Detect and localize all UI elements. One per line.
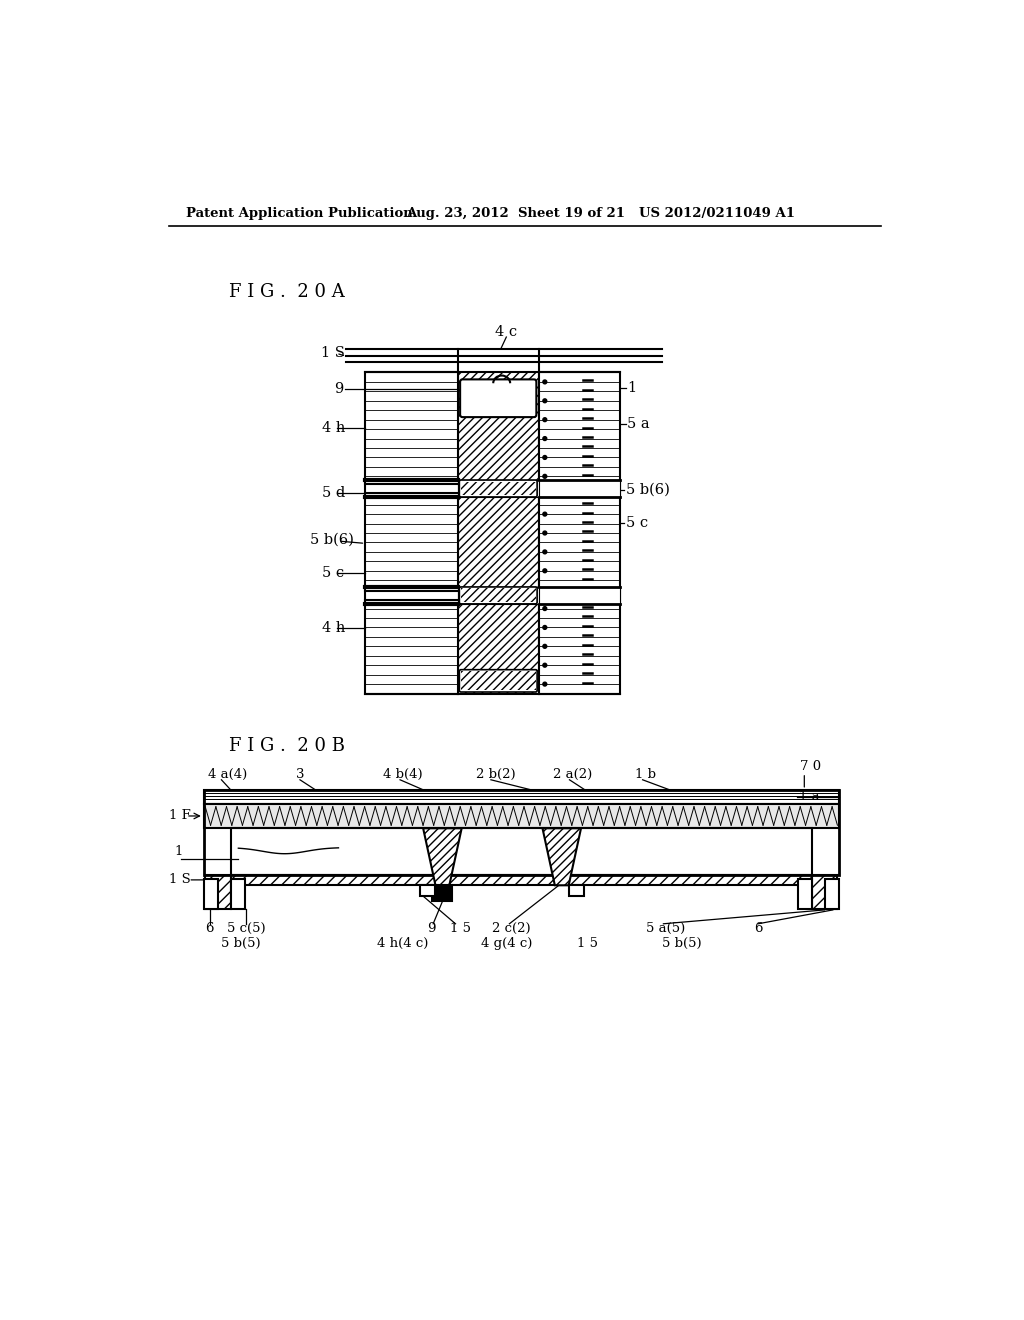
Bar	[458, 480, 539, 496]
Text: 5 b(6): 5 b(6)	[310, 532, 354, 546]
Text: 7 0: 7 0	[801, 760, 821, 774]
Text: US 2012/0211049 A1: US 2012/0211049 A1	[639, 207, 795, 220]
Text: 4 h(4 c): 4 h(4 c)	[377, 937, 428, 950]
Circle shape	[543, 663, 547, 667]
Bar	[204, 789, 839, 875]
Text: 9: 9	[427, 921, 435, 935]
Text: 4 b(4): 4 b(4)	[383, 768, 423, 781]
Circle shape	[543, 399, 547, 403]
Text: Aug. 23, 2012  Sheet 19 of 21: Aug. 23, 2012 Sheet 19 of 21	[407, 207, 626, 220]
Circle shape	[543, 587, 547, 591]
Bar	[461, 589, 536, 602]
Text: 3: 3	[296, 768, 304, 781]
Text: Patent Application Publication: Patent Application Publication	[186, 207, 413, 220]
FancyBboxPatch shape	[460, 379, 537, 417]
Bar	[230, 875, 812, 886]
Circle shape	[543, 626, 547, 630]
Polygon shape	[543, 829, 581, 886]
Bar	[204, 804, 839, 829]
Bar	[366, 372, 458, 693]
Text: 1 b: 1 b	[635, 768, 656, 781]
Bar	[458, 587, 539, 603]
Circle shape	[543, 682, 547, 686]
Circle shape	[543, 607, 547, 610]
Bar	[825, 879, 839, 909]
Text: 5 a: 5 a	[628, 417, 650, 432]
Bar	[204, 879, 217, 909]
Text: 5 c(5): 5 c(5)	[226, 921, 265, 935]
Text: 4 h: 4 h	[322, 622, 345, 635]
Circle shape	[543, 494, 547, 498]
Circle shape	[543, 550, 547, 554]
Text: 5 b(6): 5 b(6)	[626, 483, 670, 496]
Circle shape	[543, 569, 547, 573]
Text: 4 h: 4 h	[322, 421, 345, 434]
Text: 1 F: 1 F	[169, 809, 190, 822]
FancyBboxPatch shape	[460, 480, 538, 496]
Bar	[461, 671, 536, 690]
Bar	[812, 875, 838, 909]
Text: 6: 6	[755, 921, 763, 935]
Text: 1 5: 1 5	[578, 937, 598, 950]
Circle shape	[543, 644, 547, 648]
Bar	[204, 789, 839, 804]
Bar	[205, 875, 230, 909]
Circle shape	[543, 380, 547, 384]
Bar	[366, 480, 458, 496]
Bar	[230, 829, 812, 875]
Text: 4 g(4 c): 4 g(4 c)	[481, 937, 532, 950]
Bar	[568, 886, 584, 896]
Text: 5 b(5): 5 b(5)	[220, 937, 260, 950]
Text: 9: 9	[335, 383, 344, 396]
Text: F I G .  2 0 A: F I G . 2 0 A	[229, 284, 345, 301]
Text: 1 S: 1 S	[169, 874, 190, 887]
Text: 2 a(2): 2 a(2)	[553, 768, 592, 781]
Circle shape	[543, 474, 547, 478]
FancyBboxPatch shape	[460, 669, 538, 692]
Bar	[539, 480, 620, 496]
FancyBboxPatch shape	[460, 587, 538, 603]
Text: 5 c: 5 c	[322, 566, 344, 579]
Bar	[458, 372, 539, 693]
Text: 1 a: 1 a	[799, 791, 819, 804]
Text: 1 S: 1 S	[321, 346, 345, 360]
Text: 1 5: 1 5	[451, 921, 471, 935]
Bar	[366, 587, 458, 603]
Circle shape	[543, 437, 547, 441]
Bar	[432, 886, 453, 900]
Text: 1: 1	[174, 845, 183, 858]
Bar	[539, 587, 620, 603]
Circle shape	[543, 531, 547, 535]
Bar	[230, 879, 245, 909]
Text: 5 c: 5 c	[626, 516, 648, 529]
Polygon shape	[423, 829, 462, 886]
Circle shape	[543, 455, 547, 459]
Circle shape	[543, 417, 547, 421]
Circle shape	[543, 512, 547, 516]
Bar	[539, 372, 620, 693]
Text: 2 c(2): 2 c(2)	[493, 921, 531, 935]
Bar	[458, 372, 539, 693]
Text: 6: 6	[205, 921, 214, 935]
Text: 5 a(5): 5 a(5)	[646, 921, 686, 935]
Bar	[461, 482, 536, 495]
Bar	[798, 879, 812, 909]
Text: 5 b(5): 5 b(5)	[662, 937, 701, 950]
Text: 4 a(4): 4 a(4)	[208, 768, 247, 781]
Text: 2 b(2): 2 b(2)	[476, 768, 516, 781]
Text: F I G .  2 0 B: F I G . 2 0 B	[229, 738, 345, 755]
Text: 5 d: 5 d	[322, 486, 345, 500]
Text: 1: 1	[628, 381, 636, 395]
Bar	[204, 804, 839, 829]
Text: 4 c: 4 c	[496, 326, 517, 339]
Bar	[420, 886, 435, 896]
